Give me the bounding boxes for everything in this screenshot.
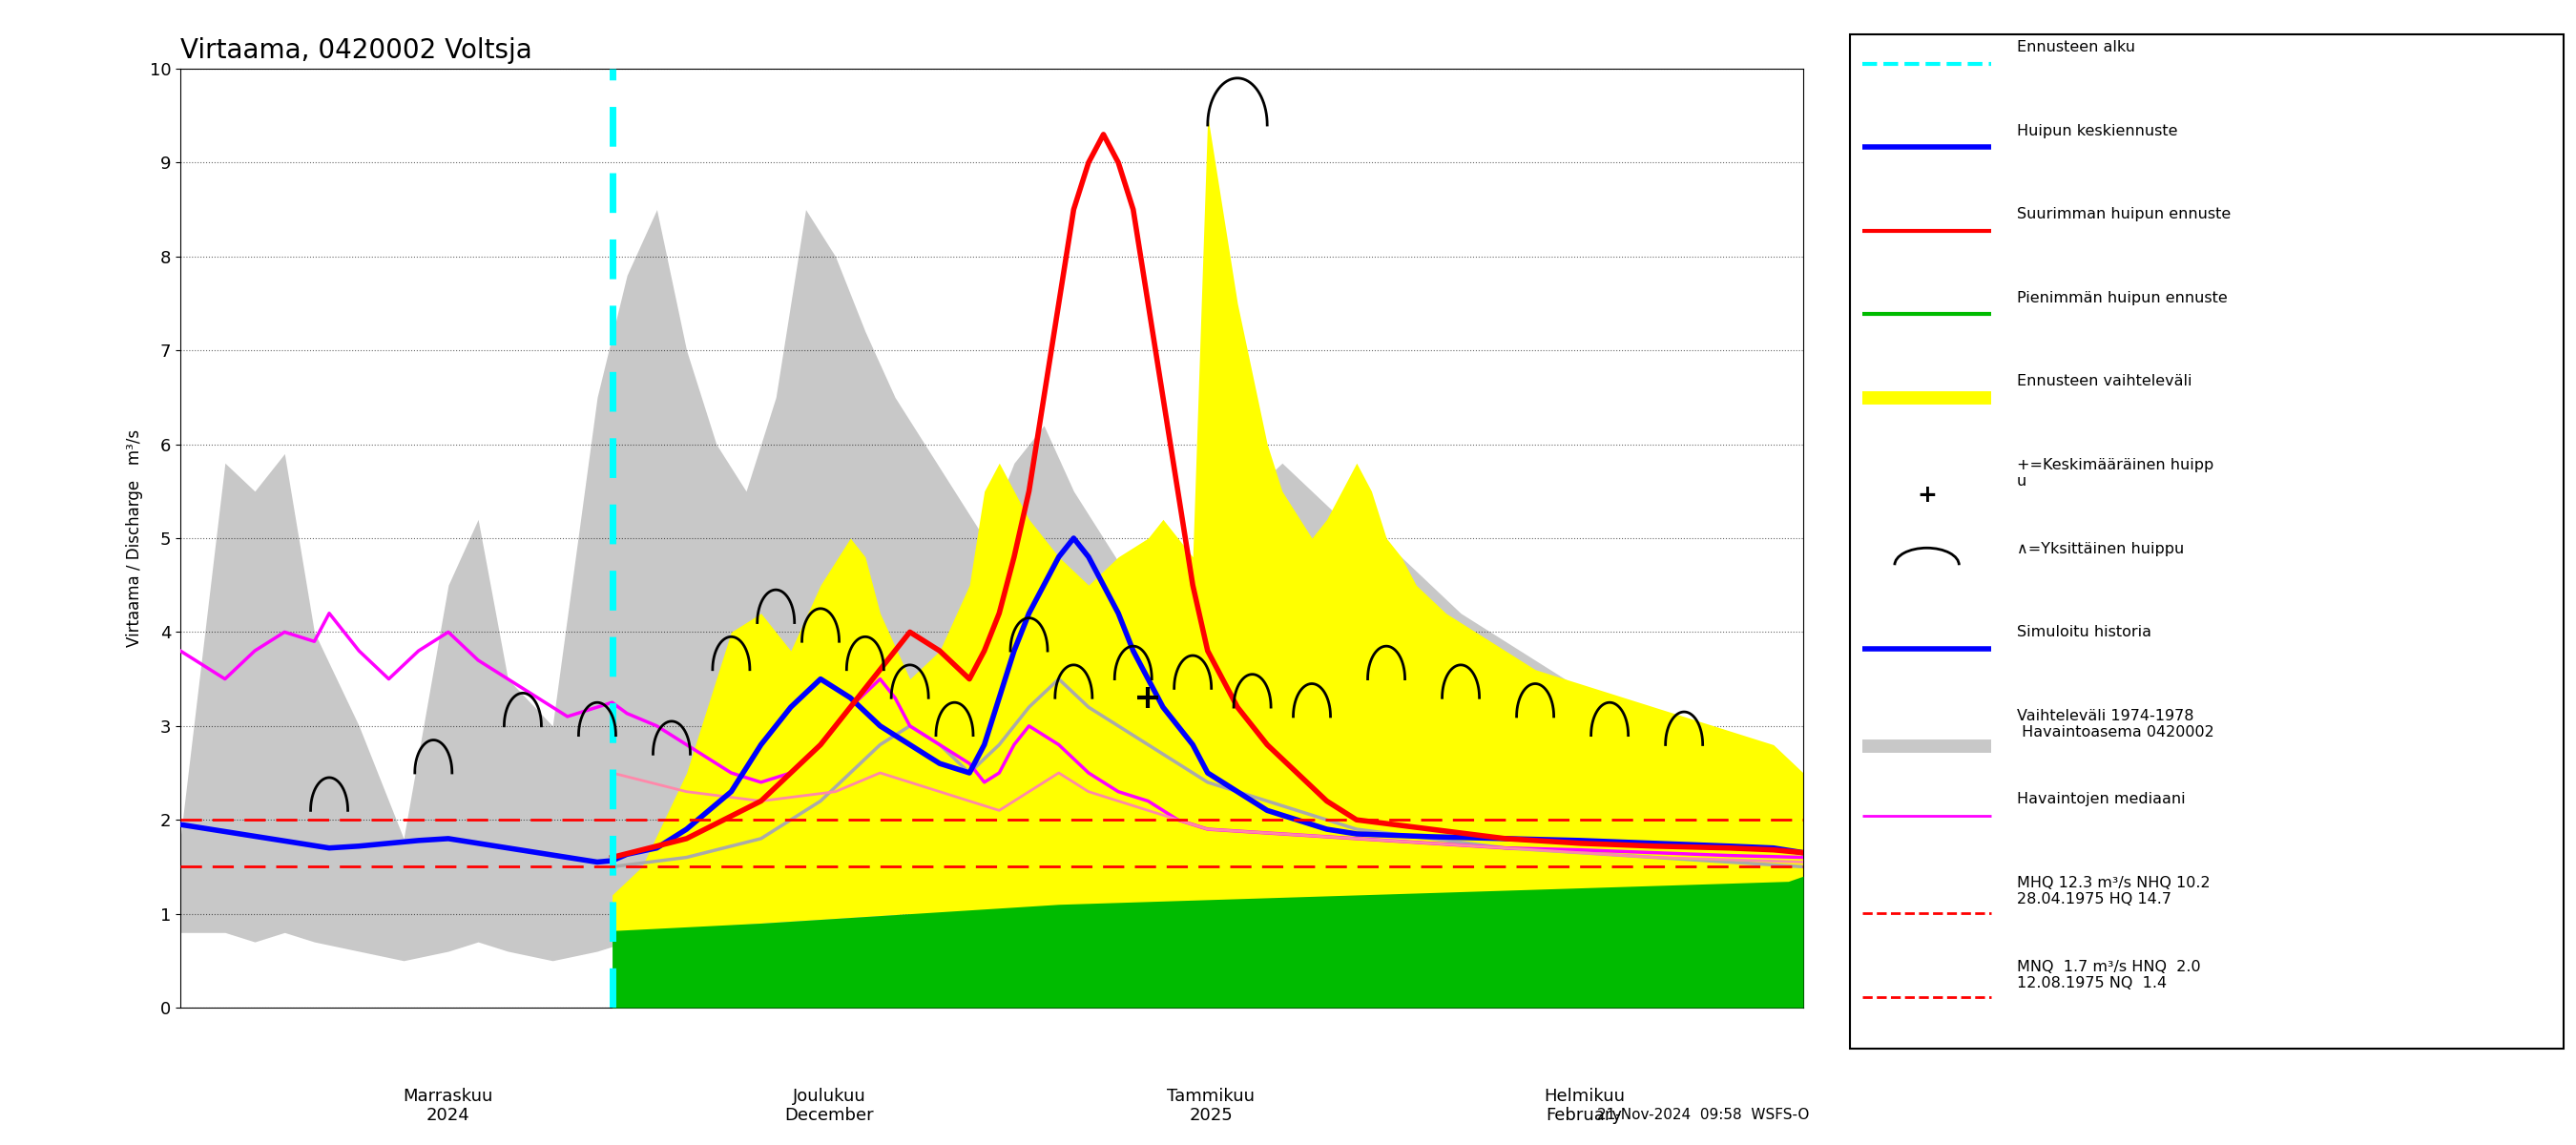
Text: MHQ 12.3 m³/s NHQ 10.2
28.04.1975 HQ 14.7: MHQ 12.3 m³/s NHQ 10.2 28.04.1975 HQ 14.… <box>2017 876 2210 907</box>
Text: Marraskuu
2024: Marraskuu 2024 <box>402 1088 492 1124</box>
Text: Simuloitu historia: Simuloitu historia <box>2017 625 2151 639</box>
Text: Vaihteleväli 1974-1978
 Havaintoasema 0420002: Vaihteleväli 1974-1978 Havaintoasema 042… <box>2017 709 2215 740</box>
Text: Pienimmän huipun ennuste: Pienimmän huipun ennuste <box>2017 291 2228 305</box>
Text: Havaintojen mediaani: Havaintojen mediaani <box>2017 792 2184 806</box>
Text: Helmikuu
February: Helmikuu February <box>1543 1088 1625 1124</box>
Text: Suurimman huipun ennuste: Suurimman huipun ennuste <box>2017 207 2231 222</box>
Text: +: + <box>1917 484 1937 507</box>
Y-axis label: Virtaama / Discharge   m³/s: Virtaama / Discharge m³/s <box>126 429 142 647</box>
Text: +=Keskimääräinen huipp
u: +=Keskimääräinen huipp u <box>2017 458 2213 489</box>
Text: Joulukuu
December: Joulukuu December <box>786 1088 873 1124</box>
Text: Ennusteen vaihteleväli: Ennusteen vaihteleväli <box>2017 374 2192 389</box>
Text: Huipun keskiennuste: Huipun keskiennuste <box>2017 124 2177 137</box>
Text: Virtaama, 0420002 Voltsja: Virtaama, 0420002 Voltsja <box>180 37 533 64</box>
Text: Tammikuu
2025: Tammikuu 2025 <box>1167 1088 1255 1124</box>
Text: MNQ  1.7 m³/s HNQ  2.0
12.08.1975 NQ  1.4: MNQ 1.7 m³/s HNQ 2.0 12.08.1975 NQ 1.4 <box>2017 960 2200 990</box>
Text: ∧=Yksittäinen huippu: ∧=Yksittäinen huippu <box>2017 542 2184 555</box>
Text: 21-Nov-2024  09:58  WSFS-O: 21-Nov-2024 09:58 WSFS-O <box>1597 1108 1808 1122</box>
Text: Ennusteen alku: Ennusteen alku <box>2017 40 2136 54</box>
